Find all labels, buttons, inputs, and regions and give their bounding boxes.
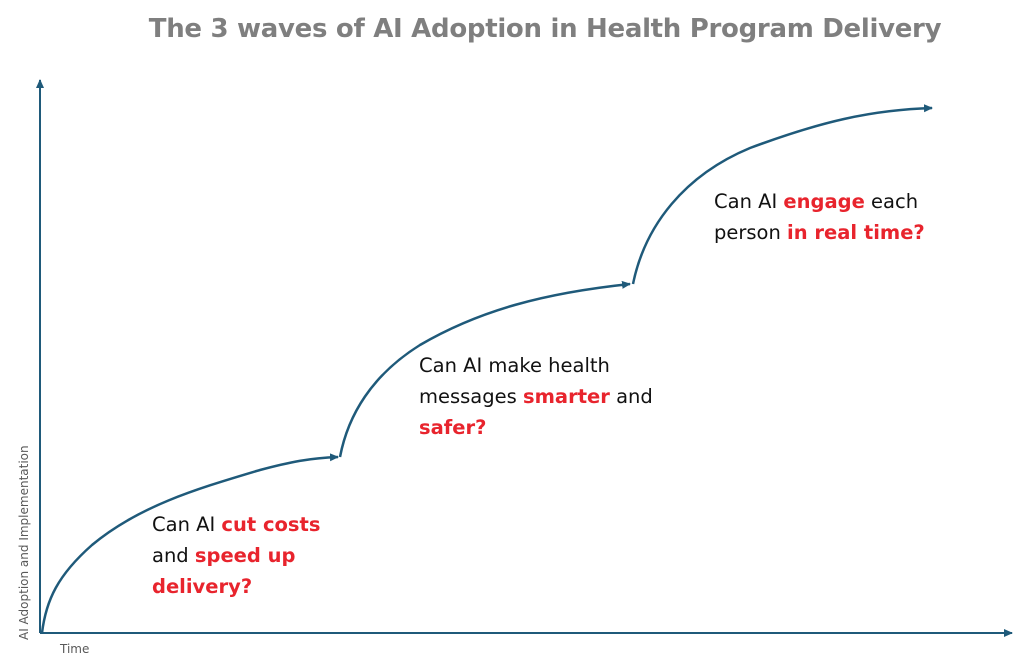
wave-2-text: Can AI make health bbox=[419, 354, 610, 377]
wave-3-highlight: in real time? bbox=[787, 221, 925, 244]
wave-1-highlight: speed up bbox=[194, 544, 296, 567]
wave-2-text: messages bbox=[419, 385, 523, 408]
wave-1-curve bbox=[40, 453, 339, 634]
wave-3-text: each bbox=[864, 190, 919, 213]
wave-2-question: Can AI make health messages smarter and … bbox=[419, 350, 653, 443]
wave-1-highlight: delivery? bbox=[152, 575, 253, 598]
wave-3-question: Can AI engage each person in real time? bbox=[714, 186, 925, 248]
wave-2-line-1: Can AI make health bbox=[419, 350, 653, 381]
wave-3-line-2: person in real time? bbox=[714, 217, 925, 248]
wave-1-line-1: Can AI cut costs bbox=[152, 509, 320, 540]
wave-1-text: and bbox=[152, 544, 195, 567]
wave-2-line-2: messages smarter and bbox=[419, 381, 653, 412]
wave-3-text: person bbox=[714, 221, 788, 244]
page-title: The 3 waves of AI Adoption in Health Pro… bbox=[148, 14, 942, 44]
wave-3-text: Can AI bbox=[714, 190, 784, 213]
wave-3-curve bbox=[631, 104, 933, 285]
wave-1-line-2: and speed up bbox=[152, 540, 320, 571]
wave-3-highlight: engage bbox=[783, 190, 865, 213]
wave-1-text: Can AI bbox=[152, 513, 222, 536]
wave-2-curve bbox=[338, 280, 631, 458]
wave-2-text: and bbox=[609, 385, 653, 408]
wave-2-line-3: safer? bbox=[419, 412, 653, 443]
wave-2-highlight: smarter bbox=[523, 385, 610, 408]
wave-1-line-3: delivery? bbox=[152, 571, 320, 602]
x-axis-label: Time bbox=[60, 642, 90, 656]
wave-3-line-1: Can AI engage each bbox=[714, 186, 925, 217]
y-axis-label: AI Adoption and Implementation bbox=[17, 445, 31, 640]
wave-1-highlight: cut costs bbox=[221, 513, 321, 536]
wave-2-highlight: safer? bbox=[419, 416, 487, 439]
wave-1-question: Can AI cut costs and speed up delivery? bbox=[152, 509, 320, 602]
